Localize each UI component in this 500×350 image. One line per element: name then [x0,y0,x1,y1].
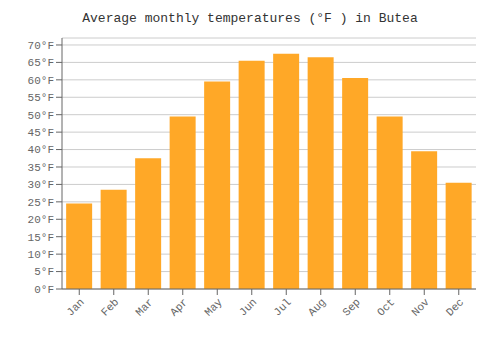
svg-text:0°F: 0°F [34,284,54,296]
svg-text:55°F: 55°F [28,92,54,104]
svg-text:Dec: Dec [444,296,466,318]
svg-text:60°F: 60°F [28,75,54,87]
svg-text:25°F: 25°F [28,197,54,209]
svg-text:Feb: Feb [99,296,121,318]
svg-text:Jun: Jun [237,296,259,318]
svg-text:30°F: 30°F [28,179,54,191]
svg-text:Sep: Sep [340,296,362,318]
svg-text:Jul: Jul [271,296,293,318]
svg-text:May: May [202,296,225,319]
svg-text:20°F: 20°F [28,214,54,226]
svg-text:Apr: Apr [168,296,190,318]
svg-text:15°F: 15°F [28,232,54,244]
svg-text:Nov: Nov [409,296,432,319]
svg-text:50°F: 50°F [28,110,54,122]
svg-text:40°F: 40°F [28,144,54,156]
svg-text:65°F: 65°F [28,57,54,69]
svg-text:35°F: 35°F [28,162,54,174]
svg-text:Oct: Oct [375,296,397,318]
svg-text:Mar: Mar [133,296,155,318]
svg-text:Aug: Aug [306,296,328,318]
svg-text:10°F: 10°F [28,249,54,261]
svg-text:Jan: Jan [64,296,86,318]
html-text:Average monthly temperatures (: Average monthly temperatures (°F ) in Bu… [82,11,418,26]
svg-text:70°F: 70°F [28,40,54,52]
svg-text:5°F: 5°F [34,266,54,278]
svg-text:45°F: 45°F [28,127,54,139]
